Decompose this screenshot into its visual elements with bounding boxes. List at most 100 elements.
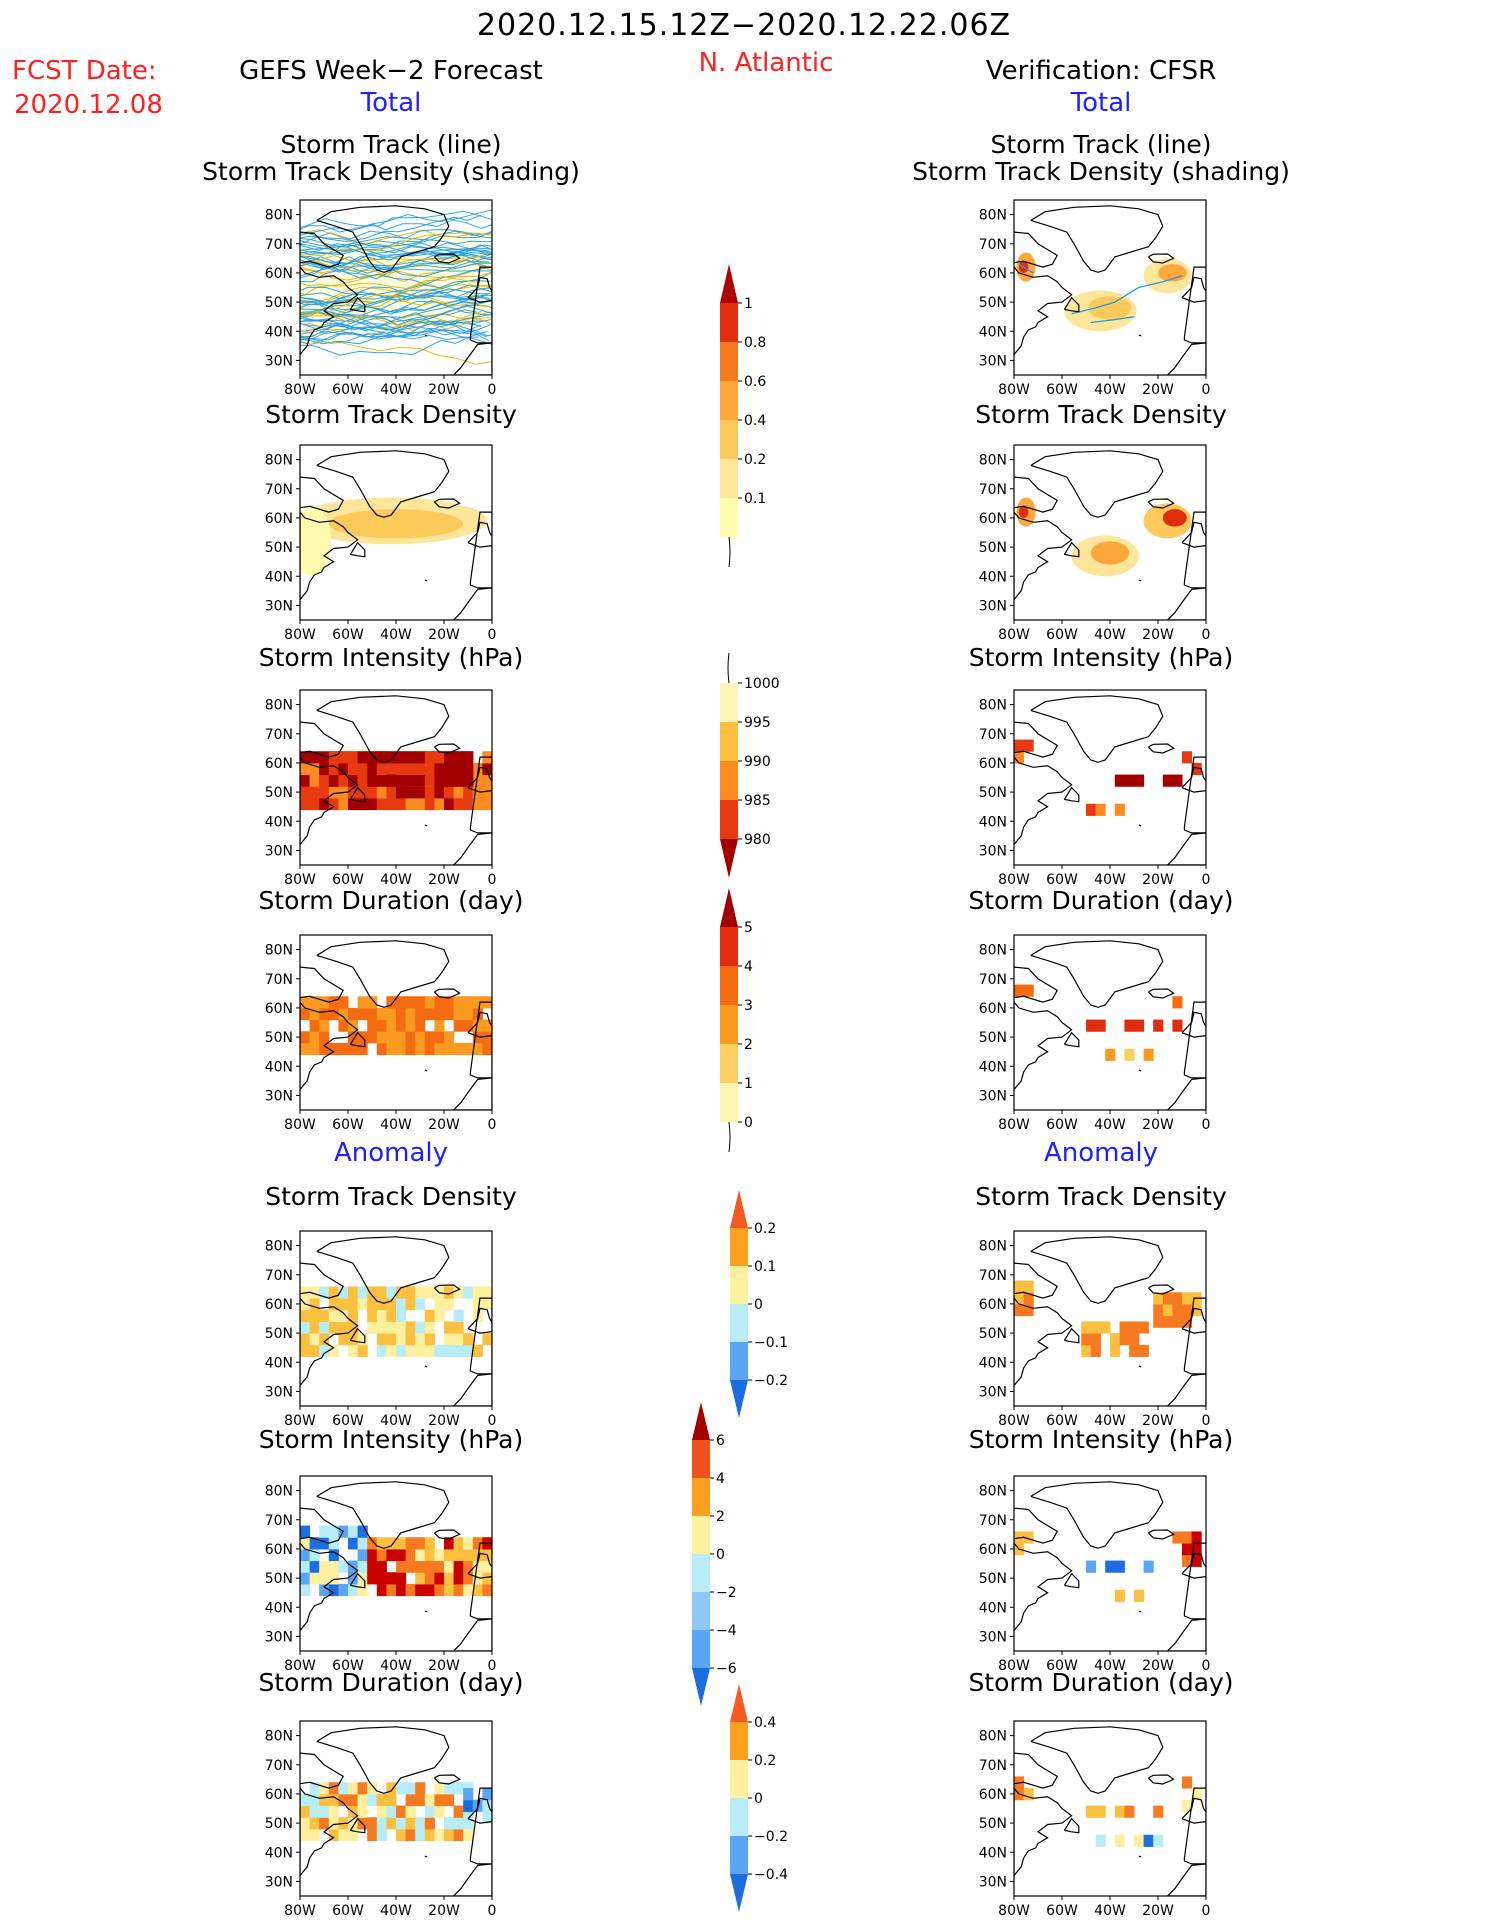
colorbar-duration-total-label: 3 <box>744 998 753 1014</box>
map-left-anom-duration-lon-tick: 80W <box>284 1903 316 1919</box>
map-left-density-lon-tick: 40W <box>380 627 412 643</box>
colorbar-density-anom-label: −0.2 <box>754 1373 788 1389</box>
map-left-track-lines-lat-tick: 30N <box>265 353 293 369</box>
map-right-anom-density-lat-tick: 50N <box>979 1326 1007 1342</box>
map-right-density-lon-tick: 40W <box>1094 627 1126 643</box>
map-left-track-lines-lat-tick: 80N <box>265 208 293 224</box>
map-right-anom-duration-lat-tick: 60N <box>979 1787 1007 1803</box>
colorbar-duration-total-label: 4 <box>744 959 753 975</box>
fcst-date-value: 2020.12.08 <box>14 90 163 120</box>
map-left-anom-duration-lon-tick: 60W <box>332 1903 364 1919</box>
map-right-anom-intensity-lat-tick: 40N <box>979 1600 1007 1616</box>
map-left-intensity-lat-tick: 30N <box>265 843 293 859</box>
map-left-intensity-lon-tick: 0 <box>488 872 497 888</box>
map-right-track-lines-lon-tick: 0 <box>1202 382 1211 398</box>
map-right-anom-density-lat-tick: 70N <box>979 1268 1007 1284</box>
map-right-anom-duration-lon-tick: 20W <box>1142 1903 1174 1919</box>
map-right-duration-lat-tick: 50N <box>979 1030 1007 1046</box>
colorbar-intensity-total-label: 990 <box>744 754 771 770</box>
map-left-track-lines: 80N 70N 60N 50N 40N 30N 80W 60W 40W 20W 0 <box>265 199 496 398</box>
map-left-anom-density-lon-tick: 20W <box>428 1413 460 1429</box>
map-right-intensity-lat-tick: 80N <box>979 698 1007 714</box>
map-right-anom-intensity-lat-tick: 60N <box>979 1542 1007 1558</box>
map-right-duration: 80N 70N 60N 50N 40N 30N 80W 60W 40W 20W 0 <box>979 934 1211 1133</box>
map-left-duration-lat-tick: 80N <box>265 943 293 959</box>
map-right-track-lines-lat-tick: 60N <box>979 266 1007 282</box>
map-right-intensity-lat-tick: 40N <box>979 814 1007 830</box>
map-right-anom-density-lat-tick: 60N <box>979 1297 1007 1313</box>
map-left-anom-duration-lat-tick: 30N <box>265 1874 293 1890</box>
map-left-intensity-lat-tick: 50N <box>265 785 293 801</box>
map-right-density-lon-tick: 0 <box>1202 627 1211 643</box>
map-right-anom-duration-lat-tick: 70N <box>979 1758 1007 1774</box>
map-left-duration-lat-tick: 50N <box>265 1030 293 1046</box>
map-left-density-lat-tick: 30N <box>265 598 293 614</box>
right-anom-duration-title: Storm Duration (day) <box>968 1668 1234 1697</box>
map-right-intensity-lat-tick: 70N <box>979 727 1007 743</box>
map-right-density-lon-tick: 80W <box>998 627 1030 643</box>
map-right-duration-lon-tick: 0 <box>1202 1117 1211 1133</box>
map-left-duration-lon-tick: 20W <box>428 1117 460 1133</box>
map-right-duration-lat-tick: 40N <box>979 1059 1007 1075</box>
colorbar-intensity-anom-label: 4 <box>716 1471 725 1487</box>
map-left-track-lines-lat-tick: 50N <box>265 295 293 311</box>
map-right-density-lat-tick: 50N <box>979 540 1007 556</box>
colorbar-density-anom-label: −0.1 <box>754 1335 788 1351</box>
colorbar-duration-total-label: 2 <box>744 1037 753 1053</box>
map-right-anom-density: 80N 70N 60N 50N 40N 30N 80W 60W 40W 20W 0 <box>979 1230 1210 1429</box>
map-left-anom-duration-lat-tick: 80N <box>265 1729 293 1745</box>
map-left-duration-lon-tick: 0 <box>488 1117 497 1133</box>
map-right-track-lines: 80N 70N 60N 50N 40N 30N 80W 60W 40W 20W 0 <box>979 199 1211 398</box>
colorbar-intensity-anom-label: 6 <box>716 1433 725 1449</box>
left-duration-title: Storm Duration (day) <box>258 886 524 915</box>
map-left-anom-duration-lat-tick: 70N <box>265 1758 293 1774</box>
map-right-anom-density-lat-tick: 30N <box>979 1384 1007 1400</box>
map-right-density-lon-tick: 60W <box>1046 627 1078 643</box>
colorbar-duration-anom: 0.4 0.2 0 −0.2 −0.4 <box>730 1684 788 1912</box>
left-track-line-title: Storm Track (line) <box>280 130 502 159</box>
colorbar-density-total-label: 0.8 <box>744 335 766 351</box>
map-right-anom-density-lon-tick: 60W <box>1046 1413 1078 1429</box>
map-left-anom-duration-lat-tick: 60N <box>265 1787 293 1803</box>
map-right-anom-intensity-lon-tick: 80W <box>998 1658 1030 1674</box>
map-right-anom-intensity-lat-tick: 80N <box>979 1484 1007 1500</box>
map-left-intensity-lon-tick: 60W <box>332 872 364 888</box>
right-density-title: Storm Track Density <box>975 400 1227 429</box>
map-right-duration-lat-tick: 70N <box>979 972 1007 988</box>
colorbar-duration-total-label: 1 <box>744 1076 753 1092</box>
map-left-anom-duration-lat-tick: 40N <box>265 1845 293 1861</box>
map-left-duration-lat-tick: 60N <box>265 1001 293 1017</box>
map-right-duration-lon-tick: 20W <box>1142 1117 1174 1133</box>
map-right-anom-density-lat-tick: 40N <box>979 1355 1007 1371</box>
colorbar-density-total: 1 0.8 0.6 0.4 0.2 0.1 <box>720 264 766 568</box>
map-left-intensity-lat-tick: 80N <box>265 698 293 714</box>
colorbar-duration-anom-label: −0.2 <box>754 1829 788 1845</box>
map-right-intensity-lon-tick: 80W <box>998 872 1030 888</box>
map-right-anom-intensity-lon-tick: 60W <box>1046 1658 1078 1674</box>
map-left-anom-density-lon-tick: 40W <box>380 1413 412 1429</box>
map-left-anom-intensity-lat-tick: 50N <box>265 1571 293 1587</box>
map-left-duration-lon-tick: 40W <box>380 1117 412 1133</box>
map-right-anom-duration-lon-tick: 80W <box>998 1903 1030 1919</box>
map-left-anom-intensity-lon-tick: 0 <box>488 1658 497 1674</box>
map-left-anom-intensity-lon-tick: 60W <box>332 1658 364 1674</box>
left-column-title: GEFS Week−2 Forecast <box>239 56 543 86</box>
map-right-anom-duration-lon-tick: 40W <box>1094 1903 1126 1919</box>
map-left-intensity-lat-tick: 40N <box>265 814 293 830</box>
map-left-density-lon-tick: 0 <box>488 627 497 643</box>
map-right-density-lat-tick: 30N <box>979 598 1007 614</box>
map-right-anom-density-lon-tick: 40W <box>1094 1413 1126 1429</box>
map-left-duration-lon-tick: 80W <box>284 1117 316 1133</box>
map-right-track-lines-lon-tick: 60W <box>1046 382 1078 398</box>
map-right-anom-intensity-lat-tick: 50N <box>979 1571 1007 1587</box>
colorbar-intensity-total-label: 995 <box>744 715 771 731</box>
map-left-anom-density: 80N 70N 60N 50N 40N 30N 80W 60W 40W 20W 0 <box>265 1230 496 1429</box>
left-anom-intensity-title: Storm Intensity (hPa) <box>258 1425 524 1454</box>
colorbar-intensity-anom-label: 0 <box>716 1547 725 1563</box>
map-left-anom-intensity-lat-tick: 60N <box>265 1542 293 1558</box>
colorbar-density-total-label: 0.6 <box>744 374 766 390</box>
map-right-intensity-lon-tick: 0 <box>1202 872 1211 888</box>
map-right-anom-intensity-lon-tick: 40W <box>1094 1658 1126 1674</box>
map-left-anom-density-lon-tick: 80W <box>284 1413 316 1429</box>
